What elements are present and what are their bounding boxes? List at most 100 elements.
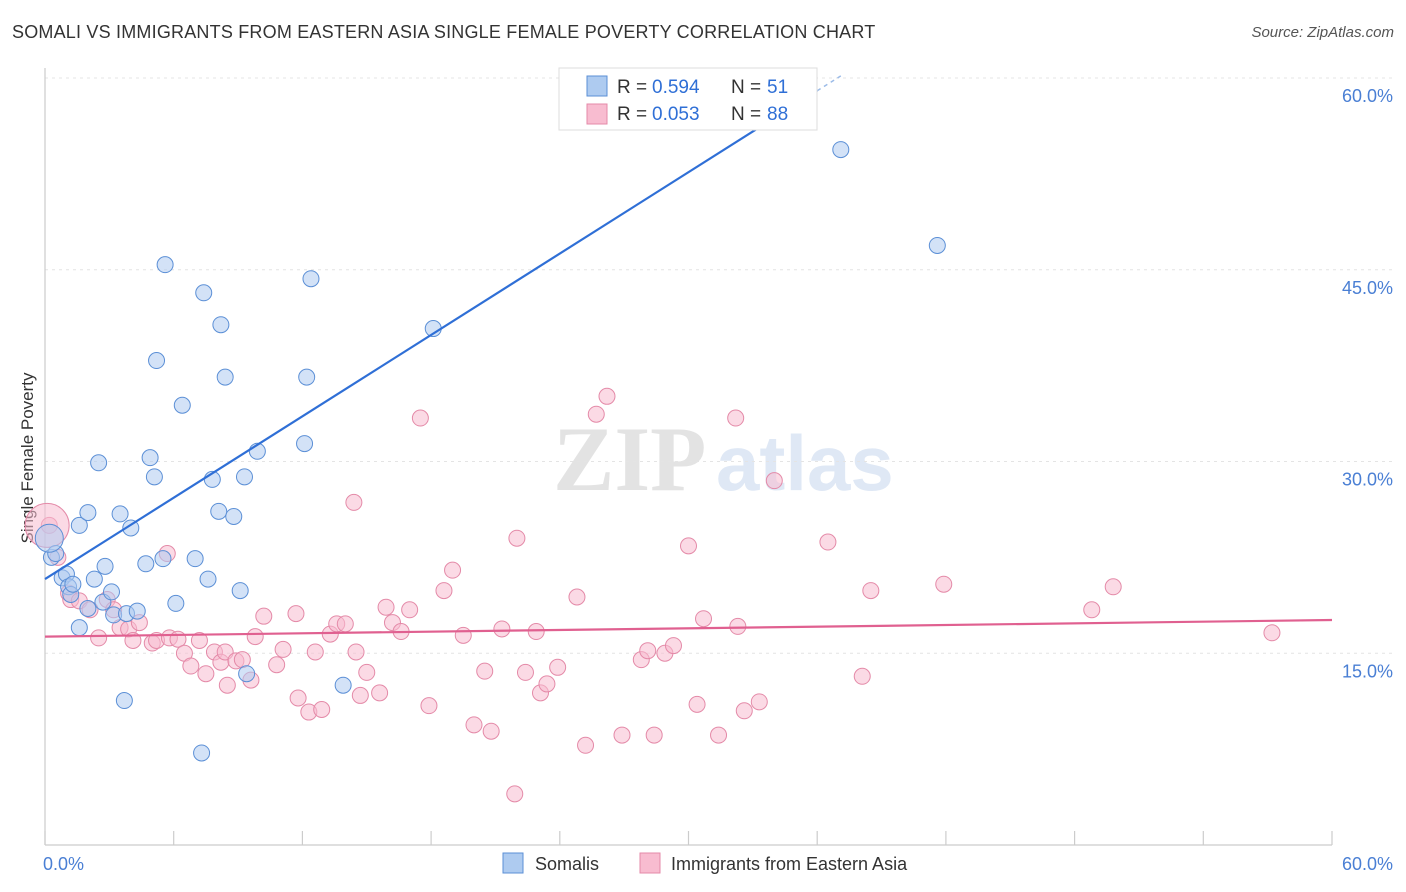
immigrants-eastern-asia-point [411,409,429,427]
bottom-legend-swatch-immigrants [639,852,661,874]
watermark-atlas: atlas [716,419,894,507]
legend-n-label-2: N = [731,104,761,125]
y-axis-label: Single Female Poverty [18,372,37,544]
somalis-point [298,368,316,386]
y-tick-labels: 15.0% 30.0% 45.0% 60.0% [1342,86,1393,681]
y-tick-label: 15.0% [1342,661,1393,681]
immigrants-eastern-asia-point [710,726,728,744]
somalis-point [216,368,234,386]
somalis-point [79,504,97,522]
gridlines [45,77,1393,654]
somalis-point [928,236,946,254]
immigrants-eastern-asia-point [351,686,369,704]
somalis-point [156,256,174,274]
trendline-immigrants-eastern-asia [44,618,1333,638]
immigrants-eastern-asia-point [508,529,526,547]
immigrants-eastern-asia-point [506,785,524,803]
immigrants-eastern-asia-point [598,387,616,405]
trendline-somalis [44,89,818,581]
immigrants-eastern-asia-point [197,665,215,683]
y-tick-label: 45.0% [1342,278,1393,298]
somalis-point [145,468,163,486]
immigrants-eastern-asia-point [482,722,500,740]
somalis-point [70,516,88,534]
somalis-point [195,284,213,302]
immigrants-eastern-asia-point [853,667,871,685]
immigrants-eastern-asia-point [287,605,305,623]
somalis-point [79,600,97,618]
legend-swatch-immigrants [586,103,608,125]
somalis-point [85,570,103,588]
legend-swatch-somalis [586,75,608,97]
series-somalis [34,141,946,762]
somalis-point [302,270,320,288]
immigrants-eastern-asia-point [274,640,292,658]
somalis-point [334,676,352,694]
immigrants-eastern-asia-point [750,693,768,711]
immigrants-eastern-asia-point [1263,624,1281,642]
y-tick-label: 30.0% [1342,470,1393,490]
immigrants-eastern-asia-point [347,643,365,661]
immigrants-eastern-asia-point [377,598,395,616]
immigrants-eastern-asia-point [645,726,663,744]
somalis-point [193,744,211,762]
somalis-point [34,523,64,553]
legend-box: R = 0.594 N = 51 R = 0.053 N = 88 [558,67,818,131]
immigrants-eastern-asia-point [465,716,483,734]
immigrants-eastern-asia-point [664,637,682,655]
legend-r-label-2: R = [617,104,647,125]
x-tick-label-min: 0.0% [43,854,84,874]
immigrants-eastern-asia-point [688,695,706,713]
legend-n-value-somalis: 51 [767,77,788,98]
immigrants-eastern-asia-point [169,630,187,648]
somalis-point [137,555,155,573]
source-label: Source: ZipAtlas.com [1251,24,1394,41]
immigrants-eastern-asia-point [476,662,494,680]
somalis-point [141,449,159,467]
immigrants-eastern-asia-point [1104,578,1122,596]
x-tick-marks [44,831,1333,845]
bottom-legend-swatch-somalis [502,852,524,874]
somalis-point [225,507,243,525]
somalis-point [296,435,314,453]
somalis-point [199,570,217,588]
immigrants-eastern-asia-point [587,405,605,423]
immigrants-eastern-asia-point [935,575,953,593]
somalis-point [122,519,140,537]
immigrants-eastern-asia-point [233,651,251,669]
legend-n-label-1: N = [731,77,761,98]
y-tick-label: 60.0% [1342,86,1393,106]
immigrants-eastern-asia-point [493,620,511,638]
somalis-point [154,550,172,568]
immigrants-eastern-asia-point [735,702,753,720]
immigrants-eastern-asia-point [401,601,419,619]
legend-r-label-1: R = [617,77,647,98]
somalis-point [111,505,129,523]
immigrants-eastern-asia-point [639,642,657,660]
immigrants-eastern-asia-point [289,689,307,707]
immigrants-eastern-asia-point [255,607,273,625]
immigrants-eastern-asia-point [371,684,389,702]
somalis-point [210,502,228,520]
immigrants-eastern-asia-point [538,675,556,693]
immigrants-eastern-asia-point [435,582,453,600]
somalis-point [148,352,166,370]
somalis-point [128,602,146,620]
immigrants-eastern-asia-point [527,623,545,641]
immigrants-eastern-asia-point [729,617,747,635]
series-immigrants-eastern-asia [24,387,1281,803]
bottom-legend-label-immigrants: Immigrants from Eastern Asia [671,854,908,874]
immigrants-eastern-asia-point [727,409,745,427]
somalis-point [173,396,191,414]
immigrants-eastern-asia-point [358,663,376,681]
immigrants-eastern-asia-point [577,736,595,754]
somalis-point [231,582,249,600]
somalis-point [235,468,253,486]
immigrants-eastern-asia-point [182,657,200,675]
immigrants-eastern-asia-point [336,615,354,633]
immigrants-eastern-asia-point [454,626,472,644]
immigrants-eastern-asia-point [306,643,324,661]
immigrants-eastern-asia-point [549,658,567,676]
immigrants-eastern-asia-point [190,631,208,649]
immigrants-eastern-asia-point [313,700,331,718]
